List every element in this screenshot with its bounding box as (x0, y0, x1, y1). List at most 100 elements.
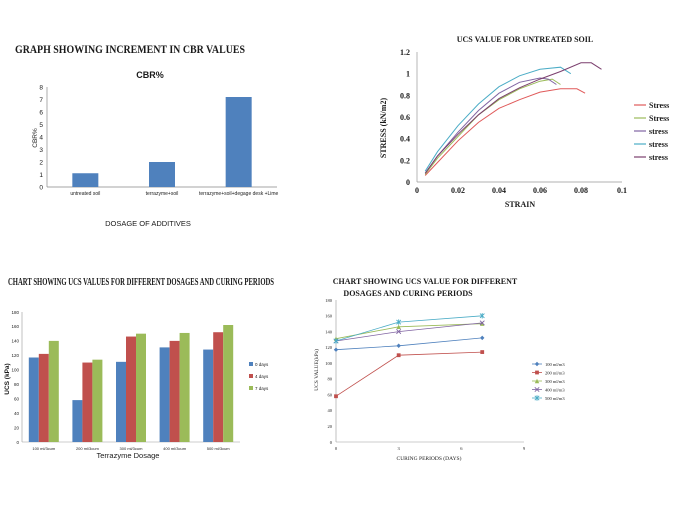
cbr-x-tick-label: untreated soil (70, 191, 100, 197)
ucs-bars-y-tick-label: 20 (14, 425, 20, 430)
ucs-untreated-title: UCS VALUE FOR UNTREATED SOIL (457, 35, 593, 44)
ucs-curing-point (480, 335, 485, 341)
ucs-untreated-x-label: STRAIN (505, 200, 535, 209)
cbr-x-tick-label: terrazyme+soil+degage desk +Lime (199, 191, 279, 197)
ucs-untreated-x-tick-label: 0 (415, 186, 419, 195)
ucs-untreated-x-tick-label: 0.1 (617, 186, 627, 195)
ucs-untreated-y-tick-label: 0.8 (400, 91, 410, 100)
cbr-chart-panel: GRAPH SHOWING INCREMENT IN CBR VALUES CB… (0, 0, 300, 250)
ucs-untreated-panel: UCS VALUE FOR UNTREATED SOIL STRESS (kN/… (360, 20, 699, 250)
cbr-chart-title: GRAPH SHOWING INCREMENT IN CBR VALUES (15, 44, 245, 56)
ucs-bars-bar (116, 361, 126, 442)
cbr-y-tick-label: 3 (39, 147, 43, 154)
ucs-bars-y-tick-label: 40 (14, 411, 20, 416)
ucs-curing-point (396, 353, 401, 358)
ucs-curing-y-tick-label: 80 (328, 377, 333, 382)
ucs-untreated-y-label: STRESS (kN/m2) (379, 98, 388, 159)
ucs-curing-title-line2: DOSAGES AND CURING PERIODS (343, 289, 473, 298)
ucs-untreated-series-line (424, 78, 561, 175)
ucs-bars-y-tick-label: 60 (14, 396, 20, 401)
ucs-curing-x-tick-label: 3 (398, 446, 401, 451)
ucs-curing-title: CHART SHOWING UCS VALUE FOR DIFFERENT (333, 277, 518, 286)
ucs-curing-point (480, 350, 485, 354)
ucs-bars-legend-swatch (249, 386, 253, 390)
ucs-curing-x-tick-label: 9 (523, 446, 526, 451)
ucs-bars-x-label: Terrazyme Dosage (97, 451, 160, 460)
ucs-curing-point (334, 394, 338, 399)
ucs-bars-bar (179, 332, 190, 442)
ucs-curing-legend-marker (534, 378, 540, 384)
ucs-curing-point (479, 320, 485, 326)
cbr-y-axis-label: CBR% (32, 128, 39, 148)
ucs-untreated-series-line (424, 77, 557, 174)
ucs-bars-y-tick-label: 180 (11, 310, 19, 315)
ucs-curing-point (396, 343, 401, 348)
ucs-curing-legend-label: 500 ml/m3 (545, 396, 565, 401)
ucs-untreated-y-tick-label: 0.2 (400, 156, 410, 165)
ucs-curing-series-line (335, 351, 483, 397)
ucs-curing-point (396, 329, 402, 335)
cbr-chart: GRAPH SHOWING INCREMENT IN CBR VALUES CB… (15, 44, 279, 228)
ucs-bars-bar (169, 340, 180, 442)
ucs-untreated-y-tick-label: 1.2 (400, 48, 410, 57)
ucs-bars-title: CHART SHOWING UCS VALUES FOR DIFFERENT D… (8, 276, 274, 288)
ucs-curing-series-line (335, 323, 483, 340)
ucs-curing-point (396, 324, 401, 330)
ucs-bars-chart: CHART SHOWING UCS VALUES FOR DIFFERENT D… (4, 276, 274, 460)
ucs-bars-y-tick-label: 0 (16, 440, 19, 445)
ucs-untreated-y-tick-label: 0.4 (400, 135, 410, 144)
ucs-untreated-legend-label: stress (649, 140, 668, 149)
ucs-bars-y-tick-label: 100 (11, 368, 19, 373)
ucs-untreated-series-line (424, 66, 572, 172)
ucs-bars-bar (48, 340, 59, 442)
ucs-curing-panel: CHART SHOWING UCS VALUE FOR DIFFERENT UC… (300, 270, 699, 470)
ucs-untreated-x-tick-label: 0.02 (451, 186, 465, 195)
ucs-curing-y-tick-label: 100 (325, 361, 333, 366)
ucs-bars-y-tick-label: 120 (11, 353, 19, 358)
cbr-bar (225, 97, 252, 187)
ucs-bars-bar (203, 349, 214, 442)
cbr-y-tick-label: 8 (39, 85, 43, 92)
ucs-curing-x-label: CURING PERIODS (DAYS) (397, 455, 462, 462)
ucs-curing-point (480, 321, 485, 326)
ucs-curing-y-tick-label: 120 (325, 345, 333, 350)
ucs-curing-y-tick-label: 40 (328, 408, 333, 413)
ucs-curing-legend-label: 100 ml/m3 (545, 362, 565, 367)
ucs-bars-bar (213, 332, 224, 442)
ucs-curing-y-tick-label: 140 (325, 329, 333, 334)
ucs-bars-x-tick-label: 300 ml/3cum (120, 446, 144, 451)
ucs-curing-y-tick-label: 20 (328, 424, 333, 429)
ucs-bars-bar (126, 336, 136, 442)
cbr-y-tick-label: 4 (39, 135, 43, 142)
ucs-curing-legend-marker (535, 370, 539, 375)
ucs-curing-y-tick-label: 0 (330, 440, 333, 445)
ucs-untreated-series-line (424, 62, 602, 174)
ucs-curing-legend-marker (534, 386, 540, 393)
ucs-bars-x-tick-label: 500 ml/3cum (207, 446, 231, 451)
ucs-bars-bar (92, 359, 103, 442)
cbr-y-tick-label: 6 (39, 110, 43, 117)
ucs-bars-bar (28, 357, 39, 442)
cbr-y-tick-label: 7 (39, 97, 43, 104)
cbr-x-tick-label: terrazyme+soil (146, 191, 179, 197)
ucs-curing-point (396, 319, 402, 325)
ucs-curing-legend-label: 300 ml/m3 (545, 379, 565, 384)
ucs-bars-x-tick-label: 100 ml/3cum (32, 446, 56, 451)
ucs-bars-y-tick-label: 80 (14, 382, 20, 387)
ucs-curing-y-tick-label: 160 (325, 314, 333, 319)
ucs-bars-legend-label: 0 days (255, 362, 269, 367)
ucs-curing-legend-marker (534, 361, 540, 367)
ucs-curing-legend-marker (534, 395, 540, 401)
ucs-bars-panel: CHART SHOWING UCS VALUES FOR DIFFERENT D… (0, 265, 290, 465)
ucs-untreated-y-tick-label: 0 (406, 178, 410, 187)
ucs-bars-y-tick-label: 160 (11, 324, 19, 329)
ucs-curing-point (333, 347, 339, 352)
ucs-curing-point (333, 338, 339, 344)
ucs-untreated-chart: UCS VALUE FOR UNTREATED SOIL STRESS (kN/… (379, 35, 669, 209)
ucs-curing-y-tick-label: 180 (325, 298, 333, 303)
cbr-y-tick-label: 1 (39, 172, 43, 179)
ucs-untreated-series-line (424, 88, 586, 176)
ucs-curing-chart: CHART SHOWING UCS VALUE FOR DIFFERENT UC… (313, 277, 565, 462)
ucs-untreated-legend-label: Stress (649, 101, 669, 110)
cbr-bar (72, 173, 99, 187)
